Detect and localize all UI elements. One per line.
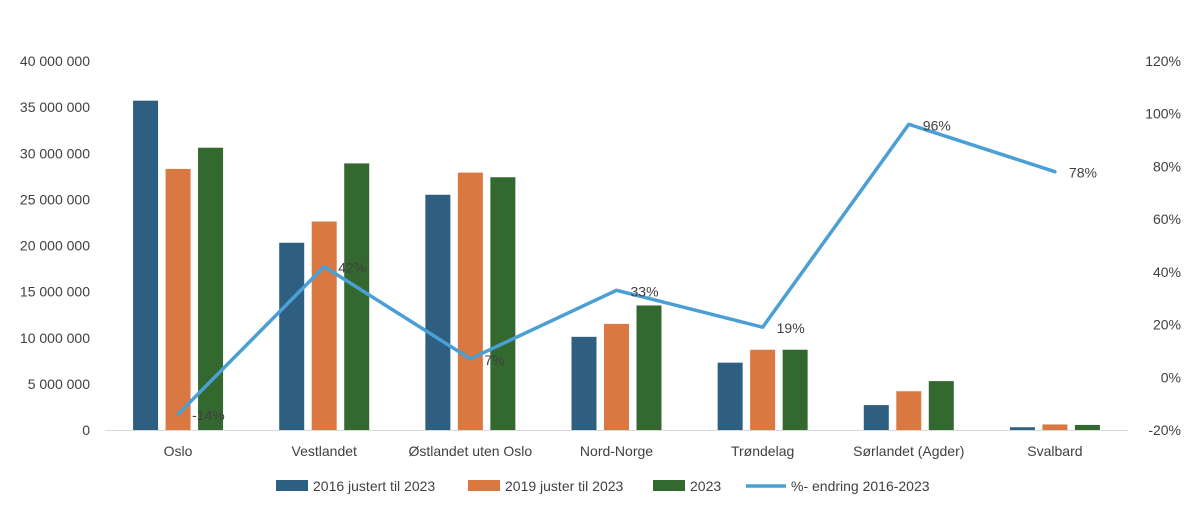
legend-label: 2016 justert til 2023 [313, 478, 435, 494]
legend-swatch [276, 480, 308, 491]
right-tick-label: 100% [1145, 106, 1181, 122]
bar [457, 172, 483, 430]
bar [604, 323, 629, 430]
bar [1074, 424, 1100, 430]
legend-label: %- endring 2016-2023 [791, 478, 930, 494]
line-data-label: 78% [1069, 165, 1097, 181]
category-labels: Oslo Vestlandet Østlandet uten Oslo Nord-No… [164, 443, 1083, 459]
legend-swatch [653, 480, 685, 491]
legend: 2016 justert til 2023 2019 juster til 202… [276, 478, 930, 494]
line-series-group: -14% 42% 7% 33% 19% 96% 78% [176, 117, 1097, 423]
right-axis-tick-labels: -20% 0% 20% 40% 60% 80% 100% 120% [1145, 53, 1181, 438]
category-label: Trøndelag [731, 443, 794, 459]
bar [717, 362, 743, 430]
left-tick-label: 35 000 000 [20, 99, 90, 115]
bar [636, 305, 662, 430]
left-tick-label: 30 000 000 [20, 145, 90, 161]
right-tick-label: 40% [1153, 264, 1181, 280]
right-tick-label: 120% [1145, 53, 1181, 69]
left-tick-label: 40 000 000 [20, 53, 90, 69]
bar [1042, 424, 1068, 430]
bar [750, 349, 776, 430]
bar [571, 336, 597, 430]
bar [133, 100, 159, 430]
line-data-label: 19% [777, 320, 805, 336]
left-tick-label: 5 000 000 [28, 376, 90, 392]
bar [425, 194, 451, 430]
left-tick-label: 15 000 000 [20, 284, 90, 300]
right-tick-label: 60% [1153, 211, 1181, 227]
right-tick-label: 20% [1153, 317, 1181, 333]
bar [1009, 427, 1035, 430]
bar [863, 405, 889, 430]
right-tick-label: 0% [1161, 369, 1181, 385]
left-axis-tick-labels: 0 5 000 000 10 000 000 15 000 000 20 000 000… [20, 53, 90, 438]
bar [490, 177, 516, 430]
line-data-label: 33% [631, 283, 659, 299]
left-tick-label: 0 [82, 422, 90, 438]
category-label: Nord-Norge [580, 443, 653, 459]
category-label: Sørlandet (Agder) [853, 443, 964, 459]
bar [165, 168, 191, 430]
line-data-label: 42% [338, 260, 366, 276]
line-data-label: -14% [192, 407, 225, 423]
bar [198, 147, 224, 430]
category-label: Svalbard [1027, 443, 1082, 459]
bar [782, 349, 808, 430]
right-tick-label: 80% [1153, 158, 1181, 174]
bar-series-group [133, 100, 1100, 430]
bar [928, 381, 954, 430]
legend-label: 2023 [690, 478, 721, 494]
category-label: Østlandet uten Oslo [408, 443, 532, 459]
bar [311, 221, 337, 430]
category-label: Vestlandet [292, 443, 357, 459]
category-label: Oslo [164, 443, 193, 459]
legend-swatch [468, 480, 500, 491]
right-tick-label: -20% [1148, 422, 1181, 438]
bar [896, 391, 922, 430]
bar [279, 242, 305, 430]
legend-label: 2019 juster til 2023 [505, 478, 624, 494]
left-tick-label: 20 000 000 [20, 238, 90, 254]
left-tick-label: 10 000 000 [20, 330, 90, 346]
bar [344, 163, 370, 430]
left-tick-label: 25 000 000 [20, 191, 90, 207]
line-data-label: 96% [923, 117, 951, 133]
line-data-label: 7% [484, 352, 504, 368]
